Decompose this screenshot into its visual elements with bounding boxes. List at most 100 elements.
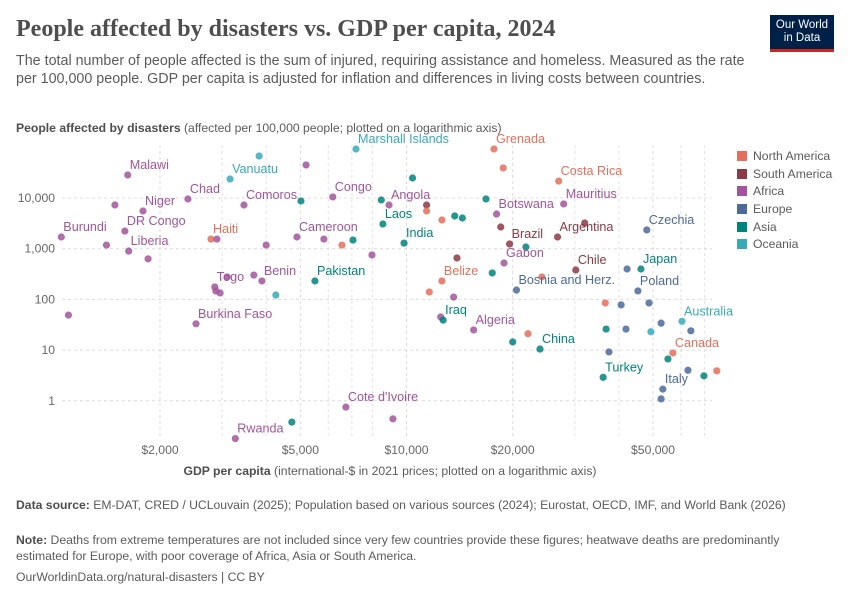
- data-point[interactable]: [659, 385, 667, 393]
- data-point[interactable]: [338, 241, 346, 249]
- data-point[interactable]: [240, 201, 248, 209]
- data-point[interactable]: [139, 207, 147, 215]
- data-point[interactable]: [329, 193, 337, 201]
- data-point[interactable]: [438, 277, 446, 285]
- data-point[interactable]: [342, 403, 350, 411]
- data-point[interactable]: [657, 395, 665, 403]
- data-point[interactable]: [262, 241, 270, 249]
- data-point[interactable]: [389, 415, 397, 423]
- data-point[interactable]: [657, 319, 665, 327]
- data-point[interactable]: [124, 171, 132, 179]
- data-point[interactable]: [125, 247, 133, 255]
- data-point[interactable]: [599, 373, 607, 381]
- data-point[interactable]: [522, 243, 530, 251]
- data-point[interactable]: [231, 434, 239, 443]
- data-point[interactable]: [492, 210, 501, 218]
- data-point[interactable]: [602, 325, 610, 333]
- data-point[interactable]: [687, 327, 695, 335]
- data-point[interactable]: [509, 338, 517, 346]
- data-point[interactable]: [226, 175, 234, 183]
- data-point[interactable]: [352, 145, 360, 153]
- data-point[interactable]: [192, 320, 200, 328]
- data-point[interactable]: [623, 265, 631, 273]
- data-point[interactable]: [637, 265, 645, 273]
- data-point[interactable]: [349, 236, 357, 244]
- legend-item[interactable]: South America: [737, 165, 832, 183]
- data-point[interactable]: [450, 293, 458, 301]
- data-point[interactable]: [311, 277, 319, 285]
- legend-item[interactable]: North America: [737, 147, 832, 165]
- data-point[interactable]: [57, 233, 65, 241]
- data-point[interactable]: [111, 201, 119, 209]
- source-url[interactable]: OurWorldinData.org/natural-disasters | C…: [16, 570, 265, 584]
- data-point[interactable]: [250, 271, 258, 279]
- legend-item[interactable]: Europe: [737, 200, 832, 218]
- data-point[interactable]: [678, 317, 686, 325]
- data-point[interactable]: [379, 220, 387, 228]
- data-point[interactable]: [555, 177, 563, 185]
- data-point[interactable]: [560, 200, 568, 208]
- data-point[interactable]: [408, 174, 417, 182]
- data-point[interactable]: [506, 240, 514, 248]
- data-point[interactable]: [302, 161, 310, 169]
- data-point[interactable]: [490, 145, 498, 153]
- legend-item[interactable]: Africa: [737, 182, 832, 200]
- data-point[interactable]: [293, 233, 301, 241]
- data-point[interactable]: [572, 266, 580, 274]
- data-point[interactable]: [121, 227, 129, 235]
- data-point[interactable]: [470, 326, 478, 334]
- data-point[interactable]: [488, 269, 496, 277]
- data-point[interactable]: [385, 201, 393, 209]
- data-point[interactable]: [64, 311, 73, 319]
- data-point[interactable]: [400, 239, 408, 247]
- data-point[interactable]: [669, 349, 677, 357]
- data-point[interactable]: [622, 325, 630, 333]
- data-point[interactable]: [500, 259, 508, 267]
- data-point[interactable]: [684, 366, 692, 374]
- data-point[interactable]: [713, 367, 721, 375]
- data-point[interactable]: [258, 277, 266, 285]
- data-point[interactable]: [647, 328, 655, 336]
- data-point[interactable]: [645, 299, 653, 307]
- data-point[interactable]: [553, 233, 562, 241]
- data-point[interactable]: [634, 287, 642, 295]
- data-point[interactable]: [617, 301, 625, 309]
- data-point[interactable]: [144, 255, 152, 263]
- legend-item[interactable]: Asia: [737, 218, 832, 236]
- data-point[interactable]: [512, 286, 521, 294]
- data-point[interactable]: [288, 418, 296, 426]
- data-point[interactable]: [524, 330, 532, 338]
- data-point[interactable]: [255, 152, 263, 160]
- data-point[interactable]: [320, 235, 328, 243]
- data-point[interactable]: [581, 219, 589, 227]
- data-point[interactable]: [272, 291, 280, 299]
- owid-logo[interactable]: Our World in Data: [770, 15, 834, 52]
- data-point[interactable]: [453, 254, 461, 262]
- data-point[interactable]: [458, 214, 466, 222]
- data-point[interactable]: [605, 348, 613, 356]
- data-point[interactable]: [207, 235, 215, 243]
- data-point[interactable]: [499, 164, 507, 172]
- data-point[interactable]: [368, 251, 376, 259]
- data-point[interactable]: [184, 195, 192, 203]
- data-point[interactable]: [422, 207, 431, 215]
- data-point[interactable]: [102, 241, 111, 249]
- data-point[interactable]: [297, 197, 305, 205]
- data-point[interactable]: [425, 288, 433, 296]
- data-point[interactable]: [451, 212, 459, 220]
- data-point[interactable]: [700, 372, 708, 380]
- data-point[interactable]: [643, 226, 651, 234]
- data-point[interactable]: [438, 216, 446, 224]
- data-point[interactable]: [538, 273, 546, 281]
- data-point[interactable]: [213, 235, 221, 243]
- data-point[interactable]: [223, 273, 231, 281]
- data-point[interactable]: [216, 289, 224, 297]
- legend-item[interactable]: Oceania: [737, 235, 832, 253]
- data-point[interactable]: [664, 355, 672, 363]
- data-point[interactable]: [439, 316, 447, 324]
- data-point[interactable]: [536, 345, 544, 353]
- data-point[interactable]: [482, 195, 490, 203]
- data-point[interactable]: [377, 196, 385, 204]
- data-point[interactable]: [497, 223, 505, 231]
- data-point[interactable]: [422, 201, 431, 209]
